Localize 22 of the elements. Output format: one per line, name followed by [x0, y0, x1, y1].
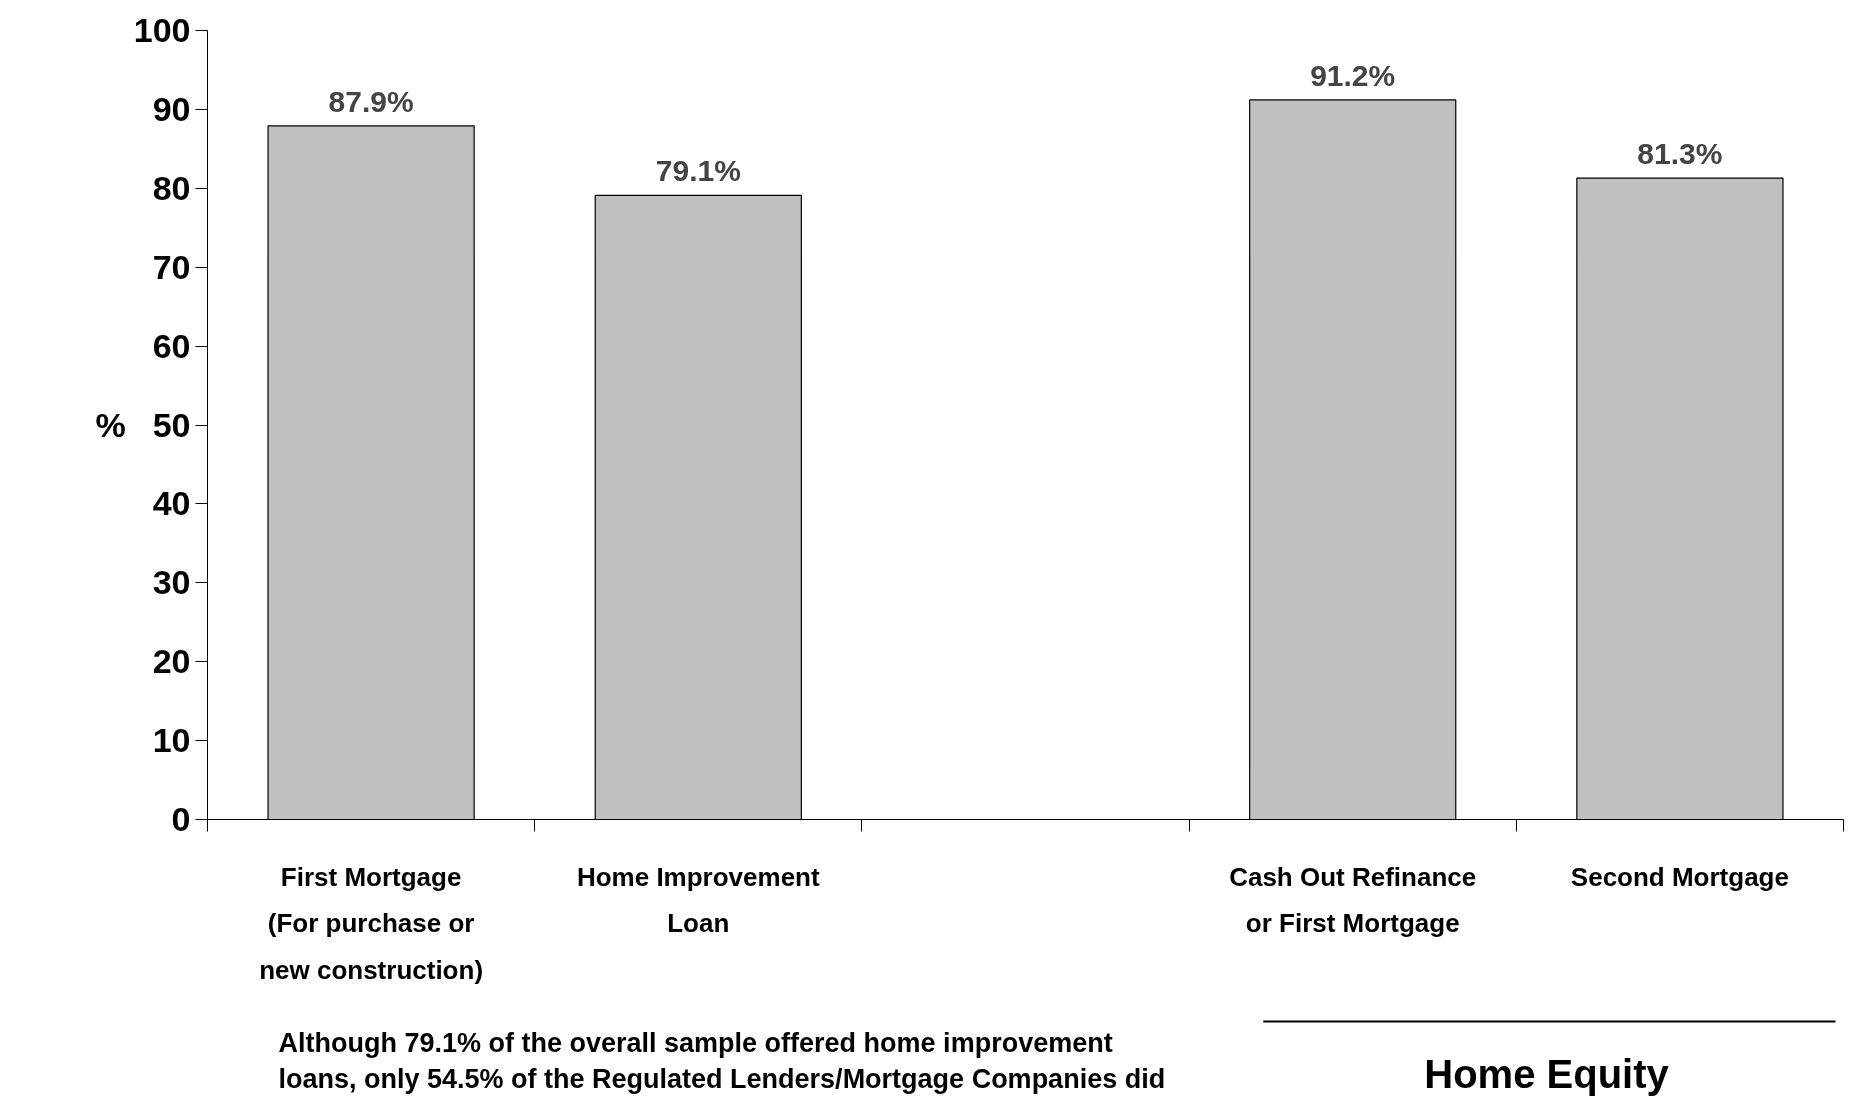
data-label: 79.1% — [655, 154, 741, 188]
data-label: 81.3% — [1637, 137, 1723, 171]
y-tick-label: 30 — [152, 563, 191, 602]
y-tick-label: 10 — [152, 721, 191, 760]
y-tick-label: 100 — [133, 11, 191, 49]
y-tick-label: 50 — [152, 405, 191, 444]
text: Home Equity — [1424, 1051, 1670, 1096]
x-tick-label: Home Improvement Loan — [576, 861, 820, 938]
y-tick-label: 90 — [152, 89, 191, 128]
y-tick-label: 70 — [152, 247, 191, 286]
data-label: 87.9% — [328, 84, 414, 118]
y-tick-label: 20 — [152, 642, 191, 681]
y-tick-label: 80 — [152, 168, 191, 207]
x-tick-label: First Mortgage (For purchase or new construction) — [259, 861, 484, 985]
y-tick-label: 60 — [152, 326, 191, 365]
y-tick-label: 40 — [152, 484, 191, 523]
x-tick-label: Second Mortgage — [1570, 861, 1789, 892]
y-tick-label: 0 — [171, 800, 191, 838]
data-label: 91.2% — [1310, 58, 1396, 92]
y-axis-title: % — [95, 406, 126, 444]
x-tick-label: Cash Out Refinance or First Mortgage — [1229, 861, 1477, 938]
text: Although 79.1% of the overall sample offered home improvement loans, only 54.5% of the Regulated Lenders/Mortgage Companies did — [278, 1027, 1166, 1094]
